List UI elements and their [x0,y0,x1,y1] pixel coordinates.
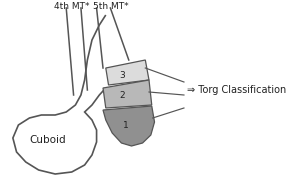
Text: 1: 1 [123,121,129,130]
Text: 4th MT*: 4th MT* [54,2,89,11]
Polygon shape [103,80,152,108]
Text: 3: 3 [119,71,125,80]
Text: 5th MT*: 5th MT* [93,2,128,11]
Polygon shape [103,106,154,146]
Polygon shape [106,60,149,85]
Text: ⇒ Torg Classification: ⇒ Torg Classification [187,85,286,95]
Text: Cuboid: Cuboid [29,135,66,145]
Text: 2: 2 [119,92,125,101]
